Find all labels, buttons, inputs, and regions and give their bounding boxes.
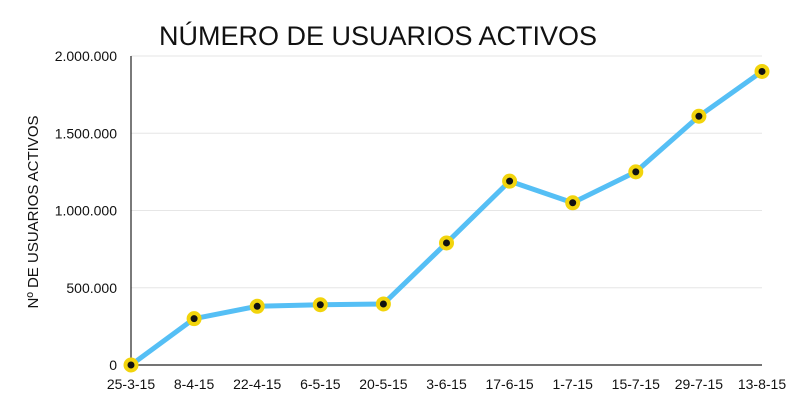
data-point xyxy=(186,311,202,327)
data-point xyxy=(439,235,454,251)
data-point xyxy=(754,63,770,79)
data-points xyxy=(123,63,770,373)
data-point xyxy=(375,296,391,312)
data-point xyxy=(123,357,139,373)
y-axis-label: Nº DE USUARIOS ACTIVOS xyxy=(25,115,42,308)
data-point xyxy=(628,164,644,180)
x-tick-label: 25-3-15 xyxy=(107,376,155,392)
x-tick-label: 20-5-15 xyxy=(359,376,407,392)
x-tick-label: 1-7-15 xyxy=(552,376,593,392)
series-line xyxy=(128,68,765,368)
data-point xyxy=(565,195,581,211)
series-line-path xyxy=(128,68,765,368)
data-point xyxy=(312,297,328,313)
y-tick-label: 2.000.000 xyxy=(55,48,117,64)
data-point xyxy=(691,108,707,124)
x-tick-label: 22-4-15 xyxy=(233,376,281,392)
gridlines xyxy=(131,55,762,289)
y-tick-label: 500.000 xyxy=(66,280,117,296)
axes xyxy=(125,56,762,366)
x-tick-label: 8-4-15 xyxy=(174,376,215,392)
x-tick-label: 15-7-15 xyxy=(612,376,660,392)
x-tick-label: 29-7-15 xyxy=(675,376,723,392)
data-point xyxy=(502,173,518,189)
y-tick-label: 1.000.000 xyxy=(55,203,117,219)
x-tick-label: 6-5-15 xyxy=(300,376,341,392)
x-tick-label: 13-8-15 xyxy=(738,376,786,392)
x-tick-label: 17-6-15 xyxy=(485,376,533,392)
y-tick-label: 1.500.000 xyxy=(55,125,117,141)
x-tick-labels: 25-3-15 8-4-15 22-4-15 6-5-15 20-5-15 3-6-15 1… xyxy=(107,376,786,392)
y-tick-label: 0 xyxy=(109,357,117,373)
y-tick-labels: 0 500.000 1.000.000 1.500.000 2.000.000 xyxy=(55,48,118,373)
x-tick-label: 3-6-15 xyxy=(426,376,467,392)
chart-title: NÚMERO DE USUARIOS ACTIVOS xyxy=(159,20,597,51)
data-point xyxy=(249,298,265,314)
